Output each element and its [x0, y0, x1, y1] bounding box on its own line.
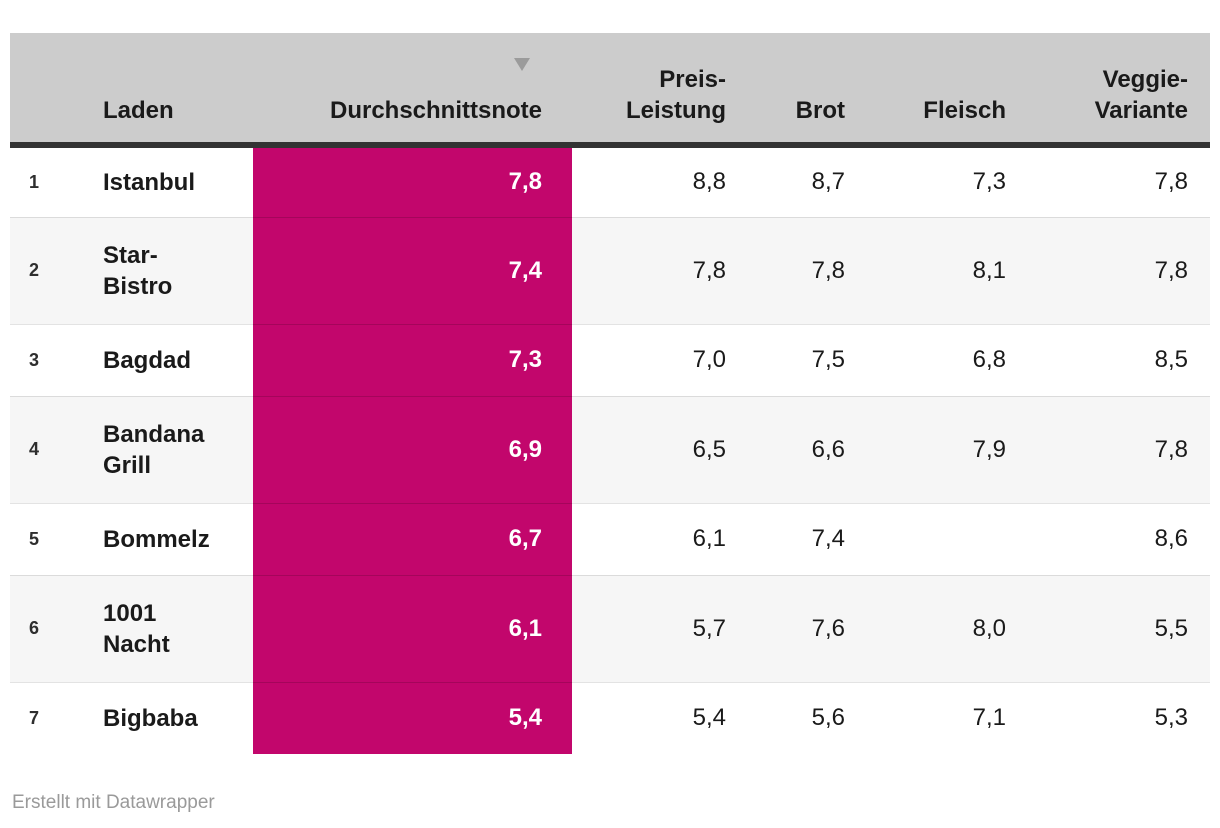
brot-cell: 7,6	[742, 574, 861, 682]
name-cell: Bigbaba	[93, 681, 253, 754]
preis-cell: 6,1	[572, 502, 742, 575]
fleisch-cell: 7,9	[861, 395, 1022, 503]
rank-cell: 4	[10, 395, 93, 503]
veggie-cell: 5,3	[1022, 681, 1210, 754]
rank-cell: 1	[10, 145, 93, 217]
brot-cell: 7,8	[742, 216, 861, 324]
veggie-cell: 7,8	[1022, 145, 1210, 217]
table-row: 3 Bagdad 7,3 7,0 7,5 6,8 8,5	[10, 323, 1210, 396]
veggie-cell: 8,5	[1022, 323, 1210, 396]
preis-cell: 5,4	[572, 681, 742, 754]
brot-cell: 7,4	[742, 502, 861, 575]
table-row: 4 Bandana Grill 6,9 6,5 6,6 7,9 7,8	[10, 395, 1210, 503]
veggie-cell: 7,8	[1022, 395, 1210, 503]
rank-cell: 3	[10, 323, 93, 396]
note-cell: 7,4	[253, 216, 572, 324]
header-fleisch[interactable]: Fleisch	[861, 33, 1022, 148]
name-cell: Bagdad	[93, 323, 253, 396]
header-veggie-variante[interactable]: Veggie- Variante	[1022, 33, 1210, 148]
name-cell: Bommelz	[93, 502, 253, 575]
fleisch-cell: 8,0	[861, 574, 1022, 682]
table-row: 2 Star- Bistro 7,4 7,8 7,8 8,1 7,8	[10, 216, 1210, 324]
preis-cell: 6,5	[572, 395, 742, 503]
brot-cell: 5,6	[742, 681, 861, 754]
header-rank	[10, 33, 93, 148]
brot-cell: 6,6	[742, 395, 861, 503]
preis-cell: 8,8	[572, 145, 742, 217]
fleisch-cell: 8,1	[861, 216, 1022, 324]
note-cell: 6,1	[253, 574, 572, 682]
veggie-cell: 5,5	[1022, 574, 1210, 682]
note-cell: 6,7	[253, 502, 572, 575]
kebab-ranking-table: Laden Durchschnittsnote Preis- Leistung …	[10, 33, 1210, 754]
name-cell: Istanbul	[93, 145, 253, 217]
fleisch-cell: 6,8	[861, 323, 1022, 396]
rank-cell: 7	[10, 681, 93, 754]
rank-cell: 2	[10, 216, 93, 324]
header-brot[interactable]: Brot	[742, 33, 861, 148]
table-header: Laden Durchschnittsnote Preis- Leistung …	[10, 33, 1210, 148]
rank-cell: 6	[10, 574, 93, 682]
table-row: 1 Istanbul 7,8 8,8 8,7 7,3 7,8	[10, 145, 1210, 217]
veggie-cell: 8,6	[1022, 502, 1210, 575]
fleisch-cell	[861, 502, 1022, 575]
sort-descending-icon	[514, 58, 530, 71]
name-cell: 1001 Nacht	[93, 574, 253, 682]
header-laden[interactable]: Laden	[93, 33, 253, 148]
note-cell: 5,4	[253, 681, 572, 754]
preis-cell: 5,7	[572, 574, 742, 682]
header-durchschnittsnote-label: Durchschnittsnote	[329, 97, 542, 124]
note-cell: 7,8	[253, 145, 572, 217]
note-cell: 7,3	[253, 323, 572, 396]
fleisch-cell: 7,3	[861, 145, 1022, 217]
preis-cell: 7,8	[572, 216, 742, 324]
datawrapper-credit-link[interactable]: Erstellt mit Datawrapper	[12, 792, 215, 813]
preis-cell: 7,0	[572, 323, 742, 396]
name-cell: Bandana Grill	[93, 395, 253, 503]
header-row: Laden Durchschnittsnote Preis- Leistung …	[10, 33, 1210, 148]
table-body: 1 Istanbul 7,8 8,8 8,7 7,3 7,8 2 Star- Bistro 7,4…	[10, 145, 1210, 754]
rank-cell: 5	[10, 502, 93, 575]
veggie-cell: 7,8	[1022, 216, 1210, 324]
name-cell: Star- Bistro	[93, 216, 253, 324]
fleisch-cell: 7,1	[861, 681, 1022, 754]
header-durchschnittsnote[interactable]: Durchschnittsnote	[253, 33, 572, 148]
table-row: 6 1001 Nacht 6,1 5,7 7,6 8,0 5,5	[10, 574, 1210, 682]
table-row: 7 Bigbaba 5,4 5,4 5,6 7,1 5,3	[10, 681, 1210, 754]
brot-cell: 8,7	[742, 145, 861, 217]
note-cell: 6,9	[253, 395, 572, 503]
table-row: 5 Bommelz 6,7 6,1 7,4 8,6	[10, 502, 1210, 575]
header-preis-leistung[interactable]: Preis- Leistung	[572, 33, 742, 148]
brot-cell: 7,5	[742, 323, 861, 396]
